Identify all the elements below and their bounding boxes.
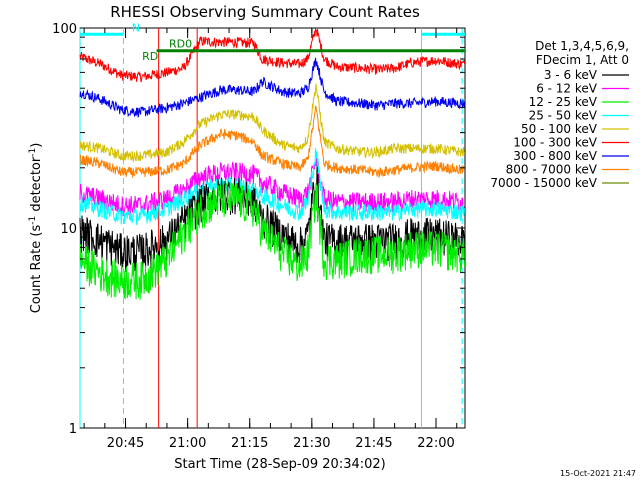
- legend-header-1: Det 1,3,4,5,6,9,: [535, 39, 629, 53]
- legend-label: 800 - 7000 keV: [506, 163, 598, 177]
- series-line: [79, 57, 465, 118]
- series-line: [79, 105, 465, 179]
- y-axis: 100 10 1: [52, 22, 465, 437]
- legend-entry: 50 - 100 keV: [521, 122, 629, 136]
- legend-label: 300 - 800 keV: [513, 149, 597, 163]
- y-tick-label: 10: [60, 222, 77, 237]
- y-tick-label: 100: [52, 22, 77, 37]
- y-label-sup1: -1: [28, 216, 38, 225]
- x-axis: 20:45 21:00 21:15 21:30 21:45 22:00: [83, 28, 458, 451]
- y-label-sup2: -1: [28, 148, 38, 157]
- series-cyan-band: [79, 148, 465, 226]
- legend: Det 1,3,4,5,6,9, FDecim 1, Att 0 3 - 6 k…: [490, 39, 629, 190]
- y-label-mid: detector: [29, 156, 44, 216]
- chart-title: RHESSI Observing Summary Count Rates: [110, 3, 420, 21]
- x-tick-label: 22:00: [417, 436, 454, 451]
- x-tick-label: 21:45: [355, 436, 392, 451]
- series-line: [79, 181, 465, 300]
- y-label-end: ): [29, 143, 44, 148]
- legend-label: 6 - 12 keV: [536, 82, 598, 96]
- series-red-band: [79, 28, 465, 83]
- series-line: [79, 28, 465, 83]
- legend-label: 50 - 100 keV: [521, 122, 598, 136]
- flags-layer: N RD0 RD: [80, 21, 465, 63]
- flag-rd: RD: [142, 50, 158, 63]
- series-orange-band: [79, 105, 465, 179]
- flag-rd0: RD0: [156, 38, 465, 53]
- x-tick-label: 21:00: [169, 436, 206, 451]
- legend-label: 7000 - 15000 keV: [490, 176, 597, 190]
- y-axis-label: Count Rate (s-1 detector-1): [28, 143, 44, 314]
- legend-entry: 25 - 50 keV: [529, 109, 629, 123]
- series-line: [79, 148, 465, 226]
- flag-label: RD0: [169, 38, 192, 51]
- x-axis-label: Start Time (28-Sep-09 20:34:02): [174, 457, 385, 472]
- x-tick-label: 20:45: [107, 436, 144, 451]
- series-blue-band: [79, 57, 465, 118]
- legend-label: 100 - 300 keV: [513, 136, 597, 150]
- series-line: [79, 83, 465, 163]
- x-tick-label: 21:30: [293, 436, 330, 451]
- flag-label: N: [132, 21, 140, 34]
- legend-entry: 300 - 800 keV: [513, 149, 629, 163]
- series-magenta-band: [79, 157, 465, 217]
- y-tick-label: 1: [69, 422, 77, 437]
- x-tick-label: 21:15: [231, 436, 268, 451]
- flag-n: N: [80, 21, 465, 36]
- timestamp: 15-Oct-2021 21:47: [560, 469, 636, 478]
- legend-label: 12 - 25 keV: [529, 95, 598, 109]
- legend-entry: 3 - 6 keV: [544, 68, 629, 82]
- legend-entry: 6 - 12 keV: [536, 82, 629, 96]
- legend-header-2: FDecim 1, Att 0: [536, 53, 629, 67]
- legend-entry: 800 - 7000 keV: [506, 163, 629, 177]
- flag-label: RD: [142, 50, 158, 63]
- series-line: [79, 157, 465, 217]
- legend-entry: 7000 - 15000 keV: [490, 176, 629, 190]
- series-green-band: [79, 181, 465, 300]
- y-label-main: Count Rate (s: [29, 225, 44, 314]
- series-yellow-band: [79, 83, 465, 163]
- legend-entry: 100 - 300 keV: [513, 136, 629, 150]
- series-layer: [79, 28, 465, 300]
- legend-label: 25 - 50 keV: [529, 109, 598, 123]
- legend-label: 3 - 6 keV: [544, 68, 598, 82]
- legend-entry: 12 - 25 keV: [529, 95, 629, 109]
